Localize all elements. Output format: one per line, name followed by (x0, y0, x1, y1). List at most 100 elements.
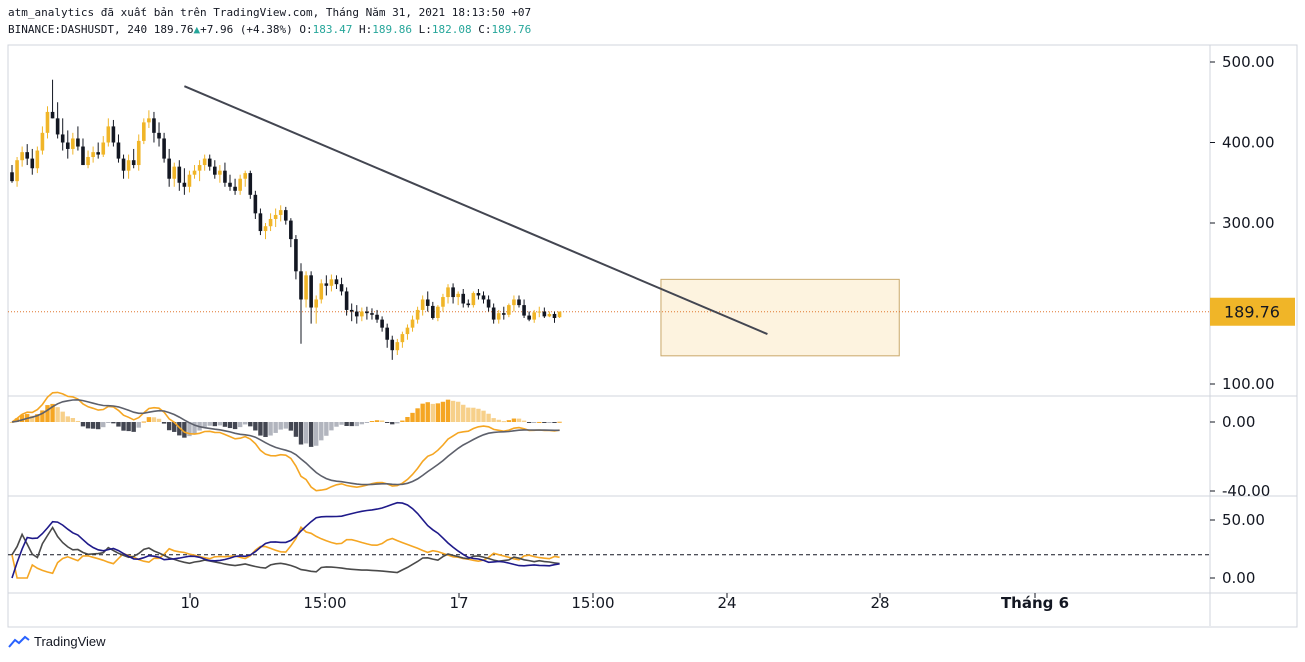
chart-border (7, 44, 1298, 628)
last-price-badge: 189.76 (1210, 297, 1295, 326)
candle (496, 309, 501, 324)
candle-body (248, 173, 253, 195)
candle-body (380, 319, 384, 328)
candle-body (476, 293, 481, 296)
tradingview-footer[interactable]: TradingView (8, 634, 106, 649)
macd-histogram-bar (192, 422, 197, 434)
macd-histogram-bar (131, 422, 136, 432)
macd-histogram-bar (202, 422, 207, 427)
candle (116, 134, 121, 163)
macd-pane[interactable] (9, 391, 562, 492)
tradingview-brand: TradingView (34, 634, 106, 649)
macd-histogram-bar (273, 422, 278, 433)
candle-body (167, 158, 171, 179)
candle (30, 148, 35, 175)
candle-body (486, 299, 491, 308)
candle-body (385, 327, 389, 340)
candle-body (263, 226, 268, 232)
macd-histogram-bar (384, 422, 390, 423)
candle-body (309, 275, 313, 308)
candle (101, 136, 106, 157)
macd-histogram-bar (410, 412, 415, 422)
candle-body (76, 138, 80, 147)
candle (501, 306, 506, 320)
macd-histogram-bar (430, 403, 436, 422)
candle (162, 132, 166, 163)
candle-body (507, 305, 511, 315)
candle (86, 150, 90, 169)
macd-histogram-bar (151, 417, 157, 422)
di-minus-line (11, 525, 560, 579)
macd-histogram-bar (537, 421, 542, 423)
candle (324, 275, 329, 296)
macd-histogram-bar (486, 413, 491, 422)
candle (344, 287, 349, 316)
candle (289, 218, 293, 248)
time-tick-label: 17 (449, 594, 468, 612)
candle-body (446, 287, 450, 298)
candle (466, 299, 471, 308)
candle-body (238, 178, 242, 191)
low-value: 182.08 (431, 23, 472, 36)
candle-body (436, 306, 440, 318)
macd-histogram-bar (420, 403, 425, 422)
symbol-label[interactable]: BINANCE:DASHUSDT, 240 (8, 23, 148, 36)
dmi-pane[interactable] (8, 501, 1210, 579)
candle-body (365, 311, 369, 314)
candle (365, 306, 369, 320)
candle-body (552, 313, 557, 318)
macd-histogram-bar (166, 422, 172, 431)
candle-body (273, 214, 278, 219)
macd-histogram-bar (212, 422, 217, 427)
candle-body (182, 182, 187, 187)
candle-body (431, 305, 435, 318)
candle (283, 206, 288, 225)
price-pane[interactable] (8, 79, 1210, 360)
macd-histogram-bar (14, 418, 20, 422)
macd-histogram-bar (182, 422, 187, 438)
candle-body (45, 111, 50, 133)
candle (60, 118, 65, 151)
candle (532, 309, 537, 323)
macd-histogram-bar (243, 422, 248, 425)
candle (517, 295, 521, 308)
macd-histogram-bar (400, 420, 405, 422)
macd-histogram-bar (177, 422, 182, 436)
candle (187, 170, 192, 193)
candle (552, 311, 557, 323)
candle-body (81, 146, 85, 166)
macd-histogram-bar (55, 407, 60, 422)
candle (527, 311, 531, 322)
candle (390, 335, 395, 360)
macd-histogram-bar (80, 422, 86, 427)
price-tick-label: 400.00 (1222, 134, 1275, 152)
macd-histogram-bar (30, 415, 35, 422)
macd-histogram-bar (521, 420, 527, 422)
candle (177, 160, 182, 191)
time-tick-label: 10 (180, 594, 199, 612)
price-axis[interactable]: 500.00 400.00 300.00 100.00 189.76 0.00 -40.00… (1210, 53, 1295, 587)
macd-tick-label: 0.00 (1222, 413, 1255, 431)
candle (436, 305, 440, 322)
macd-histogram-bar (344, 422, 349, 426)
macd-histogram-bar (298, 422, 304, 445)
last-price-label: 189.76 (1224, 303, 1280, 322)
candle (375, 309, 379, 323)
candle (197, 160, 202, 182)
open-value: 183.47 (312, 23, 353, 36)
candle-body (532, 312, 537, 320)
close-label: C: (478, 23, 492, 36)
candle (481, 291, 486, 304)
macd-histogram-bar (532, 422, 537, 423)
macd-histogram-bar (101, 422, 106, 428)
macd-histogram-bar (283, 422, 288, 429)
time-tick-label: 15:00 (303, 594, 346, 612)
time-axis[interactable]: 10 15:00 17 15:00 24 28 Tháng 6 (180, 593, 1069, 612)
macd-histogram-bar (359, 422, 365, 425)
candle-body (354, 311, 359, 317)
candle-body (86, 156, 90, 166)
close-value: 189.76 (491, 23, 532, 36)
macd-histogram-bar (491, 418, 496, 422)
candle (202, 154, 207, 171)
